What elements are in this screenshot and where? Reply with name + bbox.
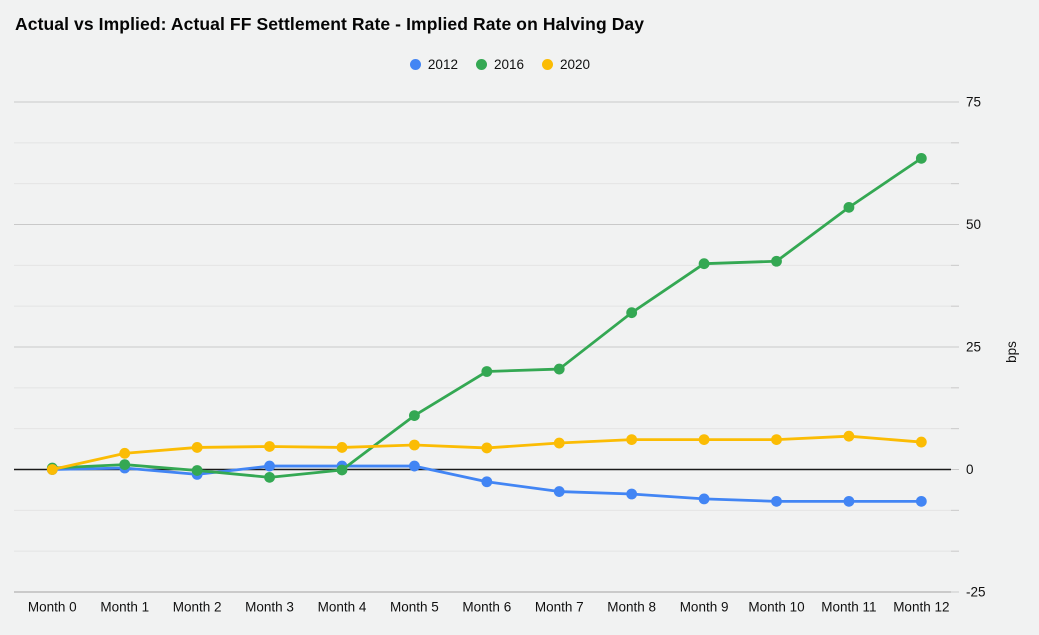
legend-label: 2020 <box>560 57 591 72</box>
data-point-2020-6 <box>481 442 493 454</box>
y-axis-title: bps <box>1004 341 1019 363</box>
legend-dot-icon <box>542 59 554 70</box>
data-point-2016-5 <box>409 410 420 421</box>
y-tick-label: 75 <box>966 95 981 110</box>
data-point-2012-9 <box>698 493 710 505</box>
y-tick-label: 50 <box>966 217 981 232</box>
data-point-2020-5 <box>409 439 420 451</box>
gridlines-group <box>14 101 959 593</box>
data-point-2020-0 <box>46 464 58 475</box>
y-tick-label: 25 <box>966 340 981 355</box>
series-line-2016 <box>50 156 923 479</box>
legend-label: 2016 <box>493 57 525 72</box>
legend-item-2012[interactable]: 2012 <box>409 57 458 72</box>
data-point-2012-8 <box>626 488 638 500</box>
data-point-2012-6 <box>481 476 493 488</box>
x-tick-label: Month 10 <box>748 600 804 615</box>
x-tick-label: Month 0 <box>28 600 77 615</box>
data-point-2016-8 <box>626 307 638 319</box>
y-tick-label: 0 <box>966 462 974 477</box>
legend-dot-icon <box>475 59 487 70</box>
series-2020 <box>46 430 927 475</box>
x-tick-label: Month 4 <box>318 600 367 615</box>
x-tick-label: Month 7 <box>535 600 584 615</box>
data-point-2016-1 <box>119 459 131 470</box>
series-2012 <box>46 460 927 507</box>
x-tick-label: Month 8 <box>607 600 656 615</box>
chart-title: Actual vs Implied: Actual FF Settlement … <box>15 14 645 34</box>
data-point-2016-4 <box>336 464 348 476</box>
data-point-2016-7 <box>553 363 565 375</box>
data-point-2012-12 <box>915 495 927 507</box>
data-point-2012-11 <box>843 495 855 507</box>
data-point-2020-12 <box>915 436 927 448</box>
data-point-2012-7 <box>553 486 565 497</box>
legend-item-2020[interactable]: 2020 <box>542 57 590 72</box>
x-tick-label: Month 11 <box>821 600 876 615</box>
x-tick-label: Month 12 <box>893 600 949 615</box>
data-point-2020-2 <box>191 442 203 453</box>
data-point-2020-10 <box>771 434 782 446</box>
x-tick-label: Month 9 <box>680 600 729 615</box>
data-point-2012-3 <box>264 460 275 472</box>
y-axis-labels: 75 50 25 0 -25 <box>966 95 986 600</box>
data-point-2016-10 <box>771 255 782 267</box>
x-tick-label: Month 3 <box>245 600 294 615</box>
data-point-2020-7 <box>553 437 565 449</box>
legend-dot-icon <box>409 59 421 70</box>
data-point-2012-5 <box>409 460 420 472</box>
data-point-2020-3 <box>264 441 275 452</box>
x-tick-label: Month 2 <box>173 600 222 615</box>
x-tick-label: Month 5 <box>390 600 439 615</box>
x-axis-labels: Month 0 Month 1 Month 2 Month 3 Month 4 Month… <box>28 600 950 615</box>
data-point-2016-6 <box>481 366 493 377</box>
data-point-2016-3 <box>264 471 275 483</box>
y-tick-label: -25 <box>966 585 986 600</box>
x-tick-label: Month 1 <box>100 600 149 615</box>
series-2016 <box>46 152 927 483</box>
x-tick-label: Month 6 <box>462 600 511 615</box>
legend-label: 2012 <box>427 57 458 72</box>
data-point-2020-8 <box>626 434 638 446</box>
legend-item-2016[interactable]: 2016 <box>475 57 525 72</box>
data-point-2020-1 <box>119 447 131 459</box>
data-point-2020-11 <box>843 430 855 442</box>
data-point-2020-9 <box>698 434 710 446</box>
data-point-2016-12 <box>915 152 927 164</box>
data-point-2020-4 <box>336 442 348 453</box>
data-point-2016-11 <box>843 201 855 213</box>
data-point-2012-10 <box>771 495 782 507</box>
data-point-2016-2 <box>191 465 203 476</box>
data-point-2016-9 <box>698 258 710 270</box>
legend: 2012 2016 2020 <box>0 57 1000 72</box>
